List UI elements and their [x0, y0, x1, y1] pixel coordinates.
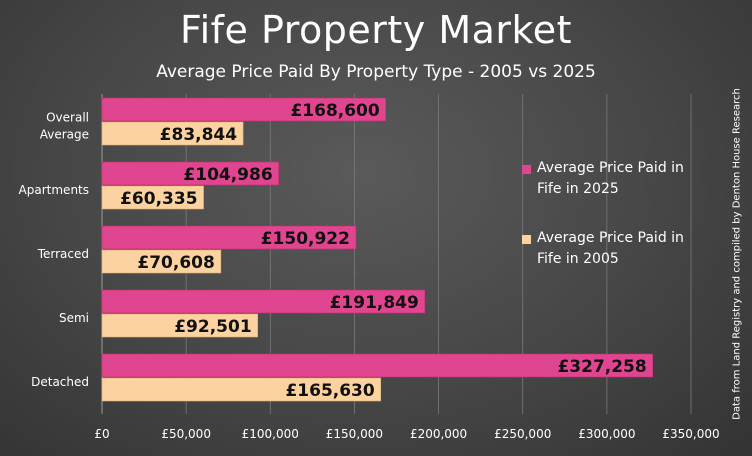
x-tick-label-2: £100,000 — [242, 427, 299, 441]
category-label-2: Terraced — [37, 247, 89, 261]
source-note: Data from Land Registry and compiled by … — [728, 88, 746, 420]
legend-label-2005: Average Price Paid in Fife in 2005 — [537, 230, 684, 267]
bar-label-2005-1: £60,335 — [120, 189, 197, 209]
chart-title: Fife Property Market — [180, 8, 572, 52]
x-tick-label-6: £300,000 — [578, 427, 635, 441]
legend-label-2025: Average Price Paid in Fife in 2025 — [537, 160, 684, 197]
bar-2025-4 — [101, 353, 654, 378]
bar-label-2005-3: £92,501 — [174, 317, 251, 337]
x-tick-label-0: £0 — [94, 427, 109, 441]
bar-2005-0 — [101, 121, 244, 146]
category-label-3: Semi — [59, 311, 89, 325]
bar-label-2005-0: £83,844 — [160, 125, 238, 145]
bar-label-2025-2: £150,922 — [261, 229, 350, 249]
bar-label-2005-4: £165,630 — [285, 381, 374, 401]
x-tick-label-4: £200,000 — [410, 427, 467, 441]
legend-item-2005: Average Price Paid in Fife in 2005 — [522, 228, 702, 270]
bar-2025-1 — [101, 161, 279, 186]
category-label-1: Apartments — [19, 183, 89, 197]
bar-2025-0 — [101, 97, 387, 122]
bar-label-2025-1: £104,986 — [183, 165, 272, 185]
x-tick-label-5: £250,000 — [494, 427, 551, 441]
bar-label-2025-0: £168,600 — [290, 101, 379, 121]
bar-2005-1 — [101, 185, 204, 210]
chart-subtitle: Average Price Paid By Property Type - 20… — [156, 62, 596, 82]
category-label-0-line-1: Average — [40, 128, 89, 142]
x-tick-label-1: £50,000 — [161, 427, 211, 441]
legend-swatch-2005 — [522, 235, 531, 244]
bar-label-2025-3: £191,849 — [330, 293, 419, 313]
x-tick-label-7: £350,000 — [662, 427, 719, 441]
x-tick-label-3: £150,000 — [326, 427, 383, 441]
legend-swatch-2025 — [522, 165, 531, 174]
source-note-text: Data from Land Registry and compiled by … — [731, 88, 743, 420]
legend-item-2025: Average Price Paid in Fife in 2025 — [522, 158, 702, 200]
bar-2005-2 — [101, 249, 222, 274]
bar-2005-4 — [101, 377, 382, 402]
bar-label-2005-2: £70,608 — [137, 253, 214, 273]
bar-label-2025-4: £327,258 — [557, 357, 646, 377]
bar-2005-3 — [101, 313, 258, 338]
category-label-4: Detached — [31, 375, 89, 389]
category-label-0-line-0: Overall — [46, 111, 89, 125]
bar-2025-3 — [101, 289, 426, 314]
bar-2025-2 — [101, 225, 357, 250]
